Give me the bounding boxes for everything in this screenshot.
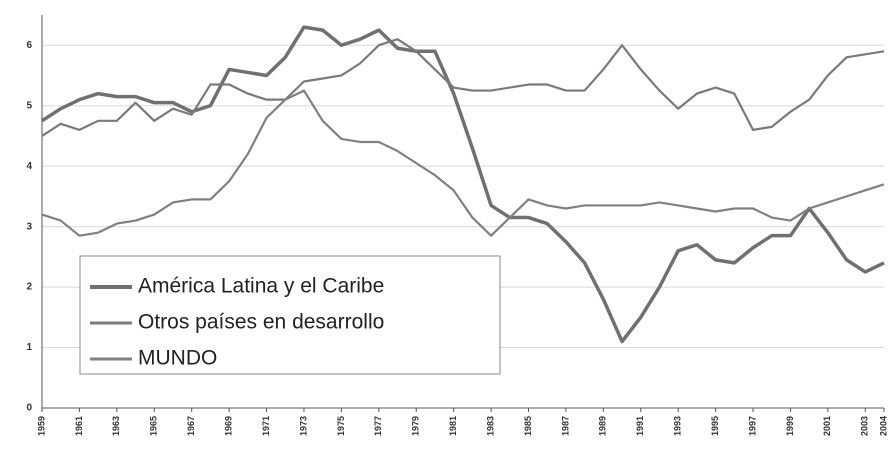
legend-label: América Latina y el Caribe (138, 275, 384, 298)
x-tick-label: 1985 (523, 416, 533, 436)
x-tick-label: 1967 (186, 416, 196, 436)
y-tick-label: 1 (26, 342, 32, 353)
x-tick-label: 1983 (485, 416, 495, 436)
x-tick-label: 1981 (448, 416, 458, 436)
series-line (41, 38, 885, 137)
legend: América Latina y el Caribe Otros países e… (79, 255, 501, 375)
x-tick-label: 1969 (223, 416, 233, 436)
x-tick-label: 1959 (36, 416, 46, 436)
x-tick-label: 1971 (261, 416, 271, 436)
x-tick-label: 1997 (747, 416, 757, 436)
x-tick-label: 1977 (373, 416, 383, 436)
x-tick-label: 1993 (673, 416, 683, 436)
x-tick-label: 1991 (635, 416, 645, 436)
x-tick-label: 1995 (710, 416, 720, 436)
legend-box (79, 255, 501, 375)
series-line (41, 25, 885, 344)
x-tick-label: 1973 (298, 416, 308, 436)
y-tick-label: 3 (26, 221, 32, 232)
x-tick-label: 2003 (860, 416, 870, 436)
y-tick-label: 2 (26, 282, 32, 293)
x-tick-label: 1989 (598, 416, 608, 436)
x-tick-label: 1965 (149, 416, 159, 436)
y-tick-label: 4 (26, 161, 32, 172)
y-tick-label: 0 (26, 403, 32, 414)
y-tick-label: 5 (26, 100, 32, 111)
series-line (41, 89, 885, 237)
x-tick-label: 2004 (878, 416, 888, 436)
legend-label: Otros países en desarrollo (138, 311, 384, 334)
y-tick-label: 6 (26, 40, 32, 51)
x-tick-label: 1979 (411, 416, 421, 436)
x-tick-label: 1999 (785, 416, 795, 436)
x-tick-label: 1961 (74, 416, 84, 436)
x-tick-label: 1963 (111, 416, 121, 436)
legend-label: MUNDO (138, 347, 217, 370)
x-tick-label: 2001 (822, 416, 832, 436)
x-tick-label: 1975 (336, 416, 346, 436)
x-tick-label: 1987 (560, 416, 570, 436)
